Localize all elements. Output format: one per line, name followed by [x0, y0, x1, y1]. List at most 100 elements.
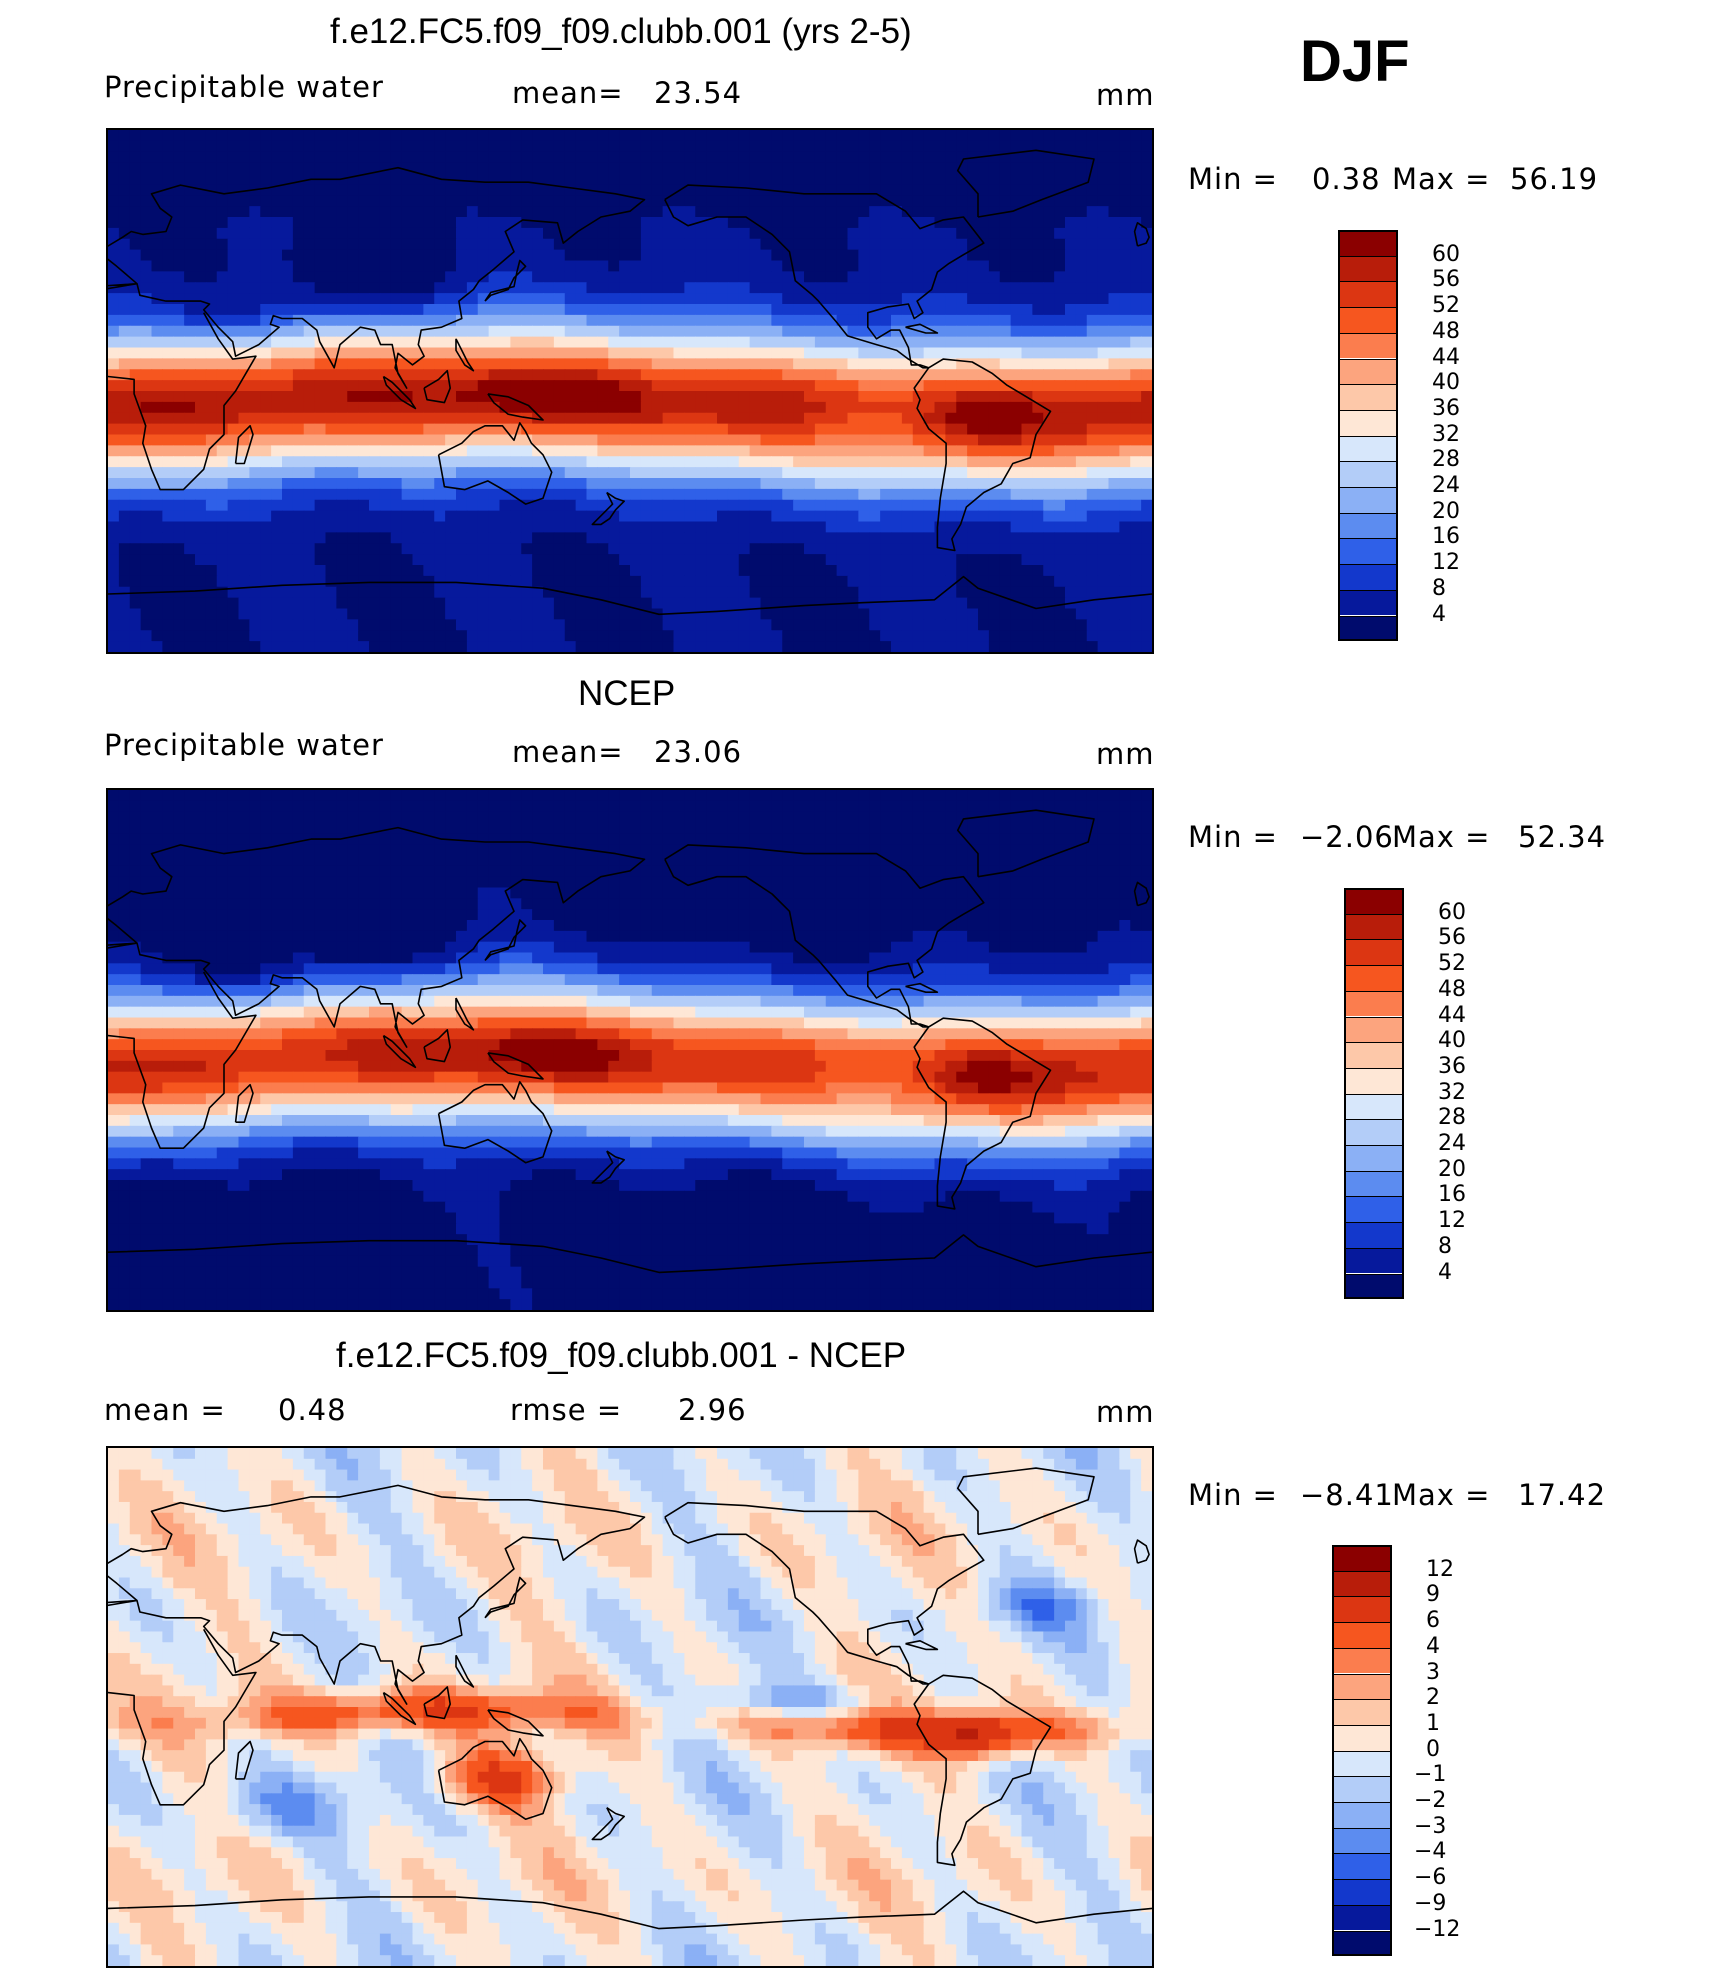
field-cell — [238, 249, 250, 262]
field-cell — [597, 140, 609, 153]
field-cell — [532, 195, 544, 207]
field-cell — [499, 151, 511, 164]
field-cell — [118, 456, 131, 468]
field-cell — [358, 423, 370, 436]
field-cell — [488, 510, 501, 523]
field-cell — [684, 130, 696, 142]
field-cell — [793, 130, 805, 142]
field-cell — [1108, 173, 1120, 185]
field-cell — [836, 619, 849, 631]
field-cell — [804, 314, 816, 327]
field-cell — [1141, 151, 1152, 164]
field-cell — [912, 173, 925, 185]
field-cell — [706, 336, 718, 349]
field-cell — [749, 195, 762, 207]
field-cell — [575, 173, 588, 185]
field-cell — [825, 391, 838, 403]
field-cell — [532, 423, 544, 436]
field-cell — [945, 521, 957, 533]
field-cell — [303, 151, 316, 164]
field-cell — [1130, 249, 1142, 262]
field-cell — [608, 575, 620, 588]
field-cell — [988, 130, 1001, 142]
field-cell — [760, 314, 772, 327]
colorbar-cell — [1338, 281, 1398, 308]
field-cell — [597, 510, 609, 523]
field-cell — [836, 434, 849, 446]
field-cell — [488, 173, 501, 185]
field-cell — [401, 162, 414, 175]
field-cell — [162, 608, 174, 620]
field-cell — [858, 619, 870, 631]
field-cell — [401, 260, 414, 272]
field-cell — [608, 467, 620, 479]
field-cell — [532, 130, 544, 142]
field-cell — [662, 380, 675, 392]
field-cell — [988, 608, 1001, 620]
field-cell — [956, 130, 968, 142]
field-cell — [347, 260, 359, 272]
field-cell — [717, 586, 729, 599]
field-cell — [521, 293, 533, 305]
field-cell — [325, 510, 337, 523]
field-cell — [1097, 608, 1110, 620]
field-cell — [760, 282, 772, 294]
field-cell — [934, 249, 946, 262]
field-cell — [314, 554, 327, 566]
field-cell — [271, 140, 283, 153]
field-cell — [695, 347, 707, 359]
field-cell — [575, 195, 588, 207]
field-cell — [978, 391, 990, 403]
field-cell — [847, 565, 859, 577]
field-cell — [216, 391, 229, 403]
field-cell — [140, 478, 153, 490]
field-cell — [456, 282, 468, 294]
field-cell — [184, 790, 196, 802]
field-cell — [630, 347, 642, 359]
field-cell — [836, 423, 849, 436]
field-cell — [738, 282, 751, 294]
field-cell — [1086, 445, 1099, 457]
field-cell — [184, 369, 196, 381]
field-cell — [271, 249, 283, 262]
field-cell — [717, 140, 729, 153]
field-cell — [227, 510, 240, 523]
field-cell — [1054, 488, 1066, 501]
field-cell — [162, 401, 174, 414]
field-cell — [314, 456, 327, 468]
field-cell — [532, 325, 544, 338]
field-cell — [129, 434, 142, 446]
field-cell — [999, 554, 1012, 566]
field-cell — [836, 499, 849, 512]
field-cell — [901, 423, 914, 436]
field-cell — [684, 790, 696, 802]
field-cell — [151, 195, 163, 207]
field-cell — [901, 380, 914, 392]
field-cell — [1119, 260, 1131, 272]
field-cell — [706, 195, 718, 207]
field-cell — [988, 173, 1001, 185]
field-cell — [129, 151, 142, 164]
field-cell — [847, 456, 859, 468]
field-cell — [1075, 641, 1088, 652]
field-cell — [901, 811, 914, 824]
field-cell — [684, 358, 696, 370]
field-cell — [825, 790, 838, 802]
field-cell — [510, 293, 522, 305]
field-cell — [695, 543, 707, 555]
field-cell — [684, 282, 696, 294]
field-cell — [532, 790, 544, 802]
field-cell — [1097, 238, 1110, 251]
field-cell — [129, 423, 142, 436]
field-cell — [738, 271, 751, 283]
field-cell — [271, 206, 283, 218]
field-cell — [553, 140, 566, 153]
field-cell — [249, 151, 261, 164]
field-cell — [999, 260, 1012, 272]
field-cell — [423, 358, 435, 370]
field-cell — [216, 434, 229, 446]
field-cell — [771, 488, 783, 501]
field-cell — [814, 380, 827, 392]
field-cell — [825, 227, 838, 240]
field-cell — [553, 325, 566, 338]
